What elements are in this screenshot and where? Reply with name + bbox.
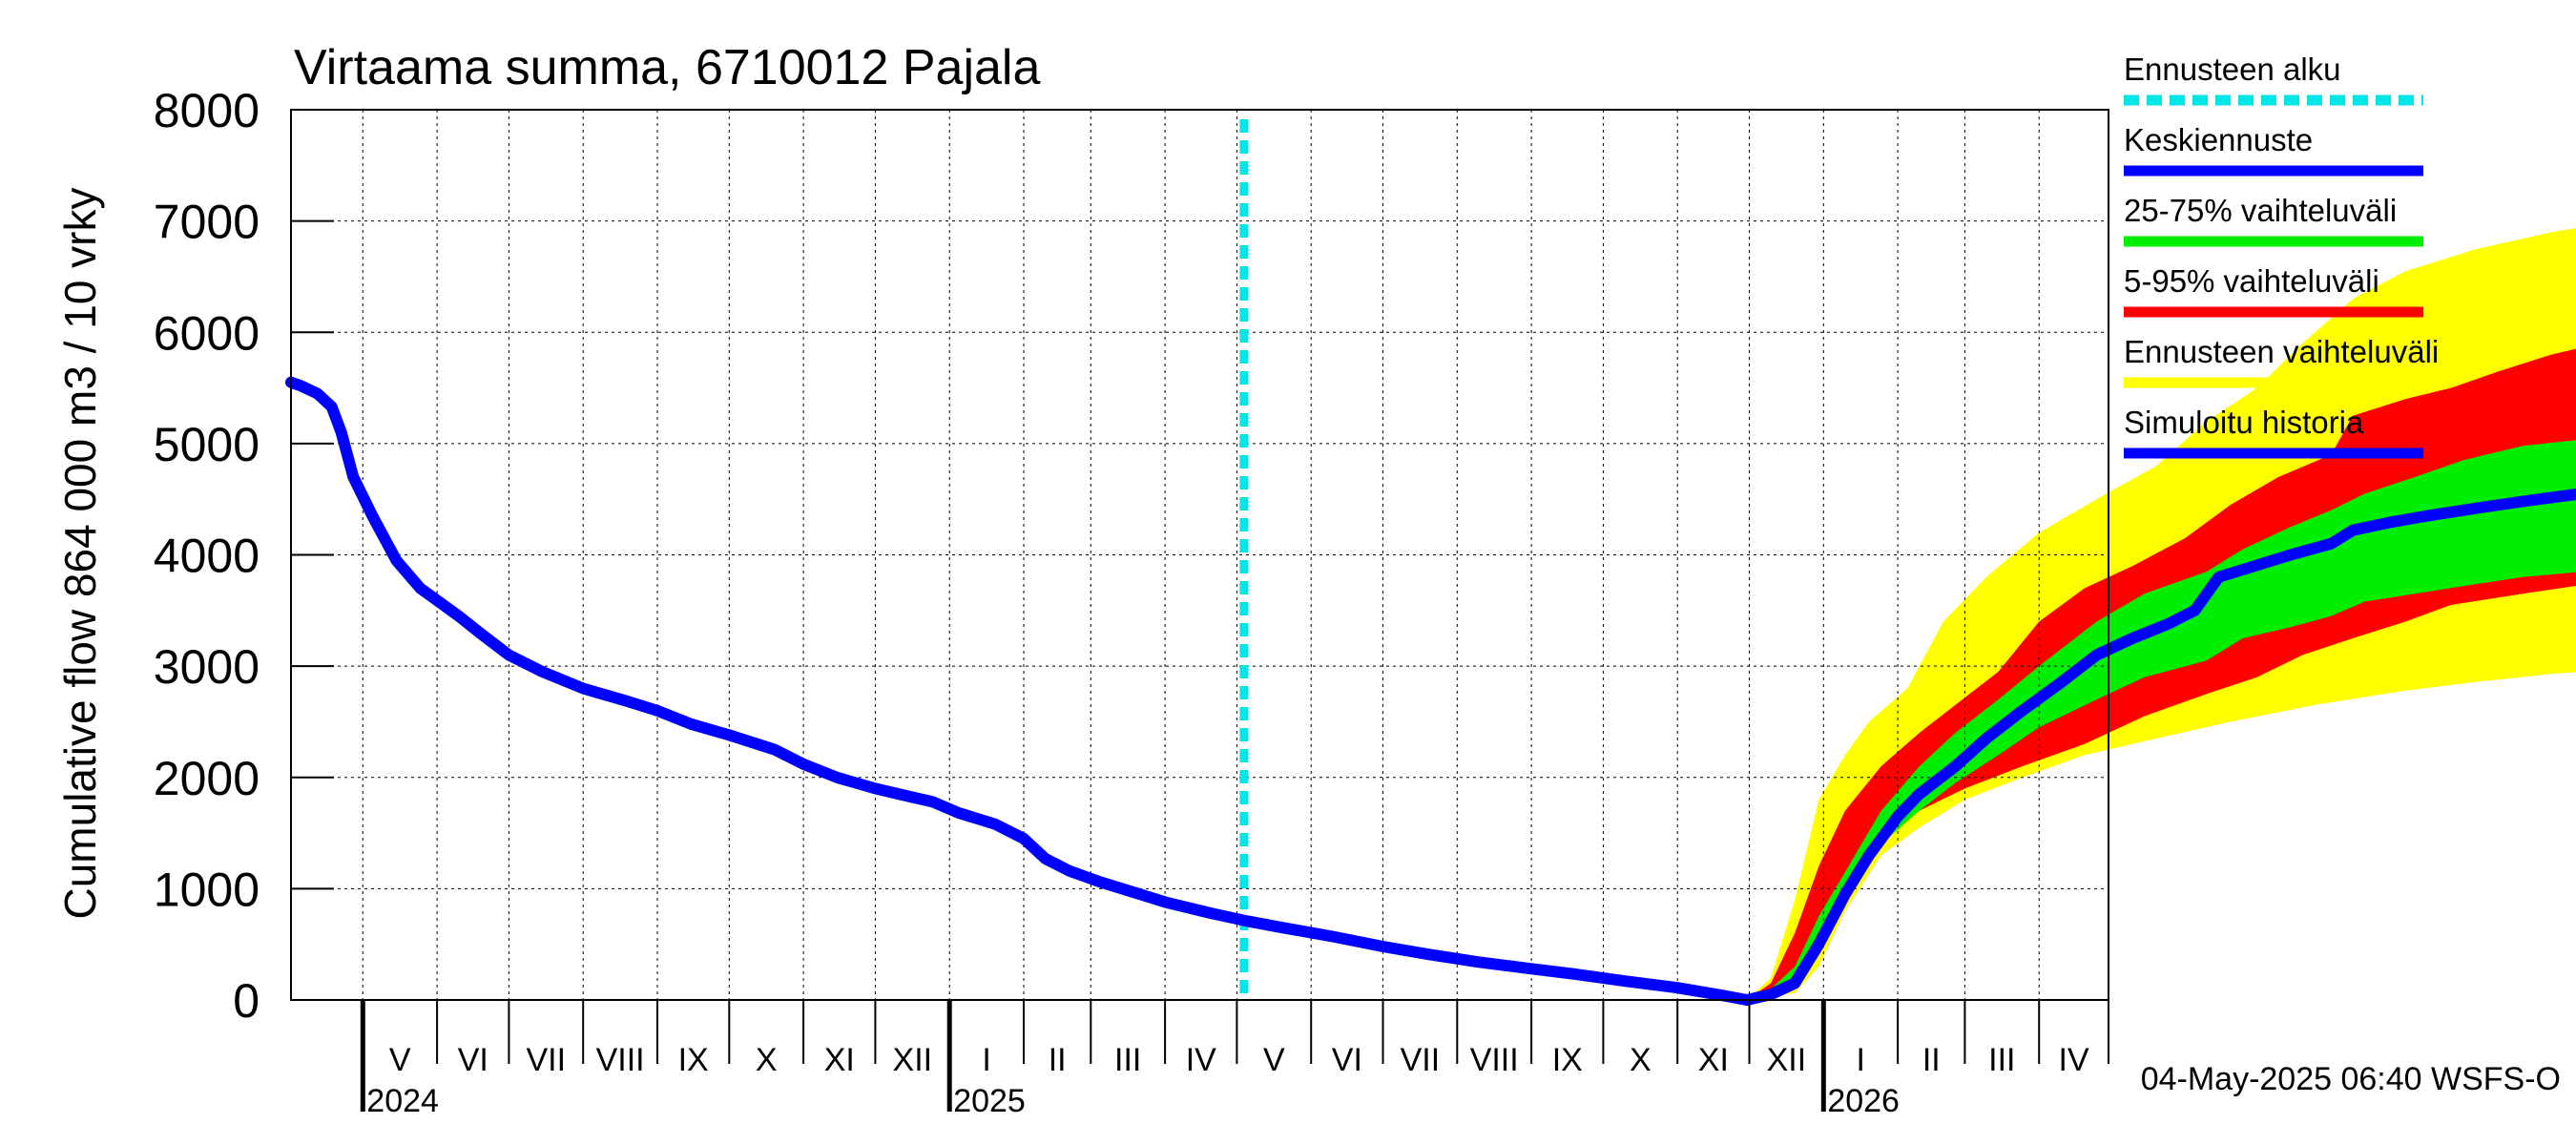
month-label: IV: [2059, 1042, 2089, 1078]
legend-label: Simuloitu historia: [2124, 405, 2364, 440]
month-label: VIII: [1470, 1042, 1519, 1078]
month-label: VII: [1401, 1042, 1441, 1078]
y-axis-label: Cumulative flow 864 000 m3 / 10 vrky: [55, 187, 105, 919]
legend-label: Ennusteen vaihteluväli: [2124, 334, 2439, 369]
series-simuloitu-historia: [285, 376, 1753, 1006]
month-label: VI: [1332, 1042, 1362, 1078]
y-tick-label: 6000: [154, 306, 260, 360]
timestamp: 04-May-2025 06:40 WSFS-O: [2141, 1061, 2561, 1097]
forecast-bands: [1747, 228, 2576, 1000]
year-label: 2025: [953, 1083, 1026, 1119]
month-label: III: [1988, 1042, 2015, 1078]
month-label: III: [1114, 1042, 1141, 1078]
month-label: V: [1263, 1042, 1285, 1078]
y-tick-label: 3000: [154, 640, 260, 694]
grid-lines: [291, 110, 2109, 1000]
y-tick-label: 8000: [154, 84, 260, 137]
y-tick-label: 2000: [154, 752, 260, 805]
month-label: IX: [1552, 1042, 1583, 1078]
month-label: XII: [893, 1042, 933, 1078]
month-label: V: [389, 1042, 411, 1078]
y-tick-label: 5000: [154, 418, 260, 471]
month-label: IV: [1186, 1042, 1216, 1078]
month-label: I: [1857, 1042, 1865, 1078]
month-label: IX: [678, 1042, 709, 1078]
y-tick-label: 4000: [154, 530, 260, 583]
legend-label: 5-95% vaihteluväli: [2124, 263, 2379, 299]
month-label: II: [1049, 1042, 1067, 1078]
month-label: II: [1922, 1042, 1941, 1078]
series-lines: [285, 376, 2576, 1006]
chart-title: Virtaama summa, 6710012 Pajala: [294, 40, 1040, 95]
band-25-75-vaihteluv-li: [1747, 440, 2576, 1000]
month-label: XI: [1698, 1042, 1729, 1078]
month-label: VI: [458, 1042, 488, 1078]
legend: Ennusteen alku Keskiennuste 25-75% vaihtel…: [2124, 52, 2439, 459]
y-tick-label: 7000: [154, 196, 260, 249]
year-label: 2026: [1827, 1083, 1900, 1119]
month-label: VII: [527, 1042, 567, 1078]
month-label: X: [1630, 1042, 1652, 1078]
x-axis: V VI VII VIII IX X XI XII I II III IV V VI VII VIII IX X X…: [360, 1000, 2109, 1119]
month-label: I: [982, 1042, 990, 1078]
year-label: 2024: [366, 1083, 439, 1119]
month-label: XI: [824, 1042, 855, 1078]
y-tick-label: 0: [233, 974, 260, 1028]
legend-label: Ennusteen alku: [2124, 52, 2341, 87]
month-label: VIII: [596, 1042, 645, 1078]
legend-label: 25-75% vaihteluväli: [2124, 193, 2397, 228]
y-tick-label: 1000: [154, 863, 260, 916]
series-keskiennuste: [1741, 489, 2576, 1006]
y-axis: 0 1000 2000 3000 4000 5000 6000 7000 8000: [154, 84, 334, 1028]
month-label: X: [756, 1042, 778, 1078]
legend-label: Keskiennuste: [2124, 122, 2313, 157]
month-label: XII: [1767, 1042, 1807, 1078]
